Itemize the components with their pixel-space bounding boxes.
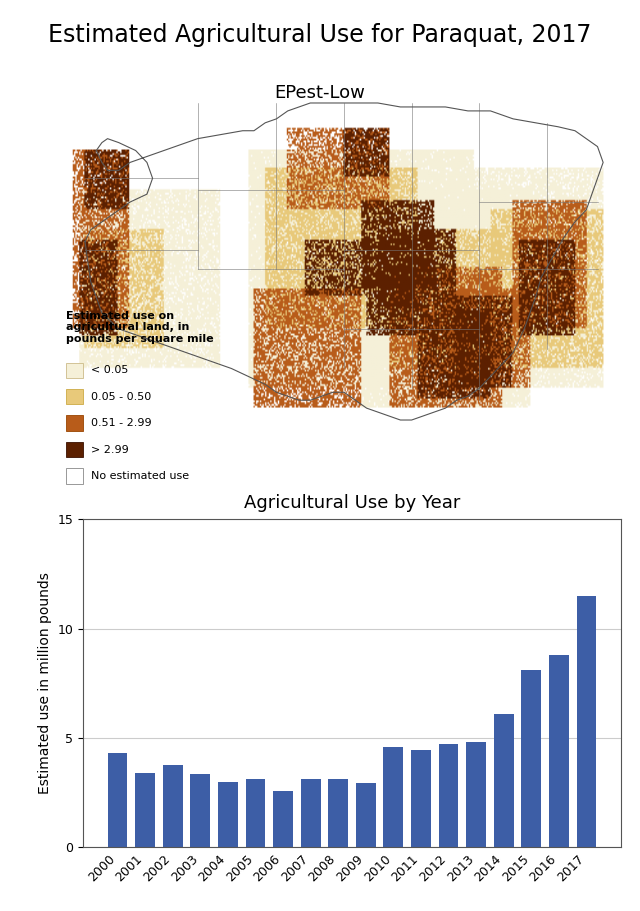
Bar — [438, 744, 458, 847]
FancyBboxPatch shape — [66, 363, 83, 378]
Text: Estimated use on
agricultural land, in
pounds per square mile: Estimated use on agricultural land, in p… — [66, 311, 214, 343]
Bar — [328, 780, 348, 847]
Title: Agricultural Use by Year: Agricultural Use by Year — [244, 494, 460, 512]
FancyBboxPatch shape — [66, 389, 83, 404]
Y-axis label: Estimated use in million pounds: Estimated use in million pounds — [38, 572, 52, 794]
Bar — [273, 792, 293, 847]
Bar — [383, 747, 403, 847]
Bar — [411, 750, 431, 847]
Text: > 2.99: > 2.99 — [91, 445, 129, 455]
Text: No estimated use: No estimated use — [91, 471, 189, 481]
Bar — [494, 714, 514, 847]
Text: 0.51 - 2.99: 0.51 - 2.99 — [91, 418, 152, 428]
Bar — [549, 655, 569, 847]
Text: < 0.05: < 0.05 — [91, 365, 128, 375]
Text: 0.05 - 0.50: 0.05 - 0.50 — [91, 392, 151, 402]
FancyBboxPatch shape — [66, 442, 83, 457]
Bar — [190, 774, 210, 847]
Bar — [577, 596, 596, 847]
Text: EPest-Low: EPest-Low — [275, 84, 365, 102]
Bar — [218, 782, 238, 847]
Bar — [246, 780, 266, 847]
Bar — [301, 780, 321, 847]
FancyBboxPatch shape — [66, 468, 83, 484]
Bar — [522, 670, 541, 847]
Bar — [135, 773, 155, 847]
Bar — [356, 783, 376, 847]
FancyBboxPatch shape — [66, 415, 83, 431]
Bar — [108, 753, 127, 847]
Text: Estimated Agricultural Use for Paraquat, 2017: Estimated Agricultural Use for Paraquat,… — [48, 23, 592, 46]
Bar — [466, 742, 486, 847]
Bar — [163, 765, 182, 847]
